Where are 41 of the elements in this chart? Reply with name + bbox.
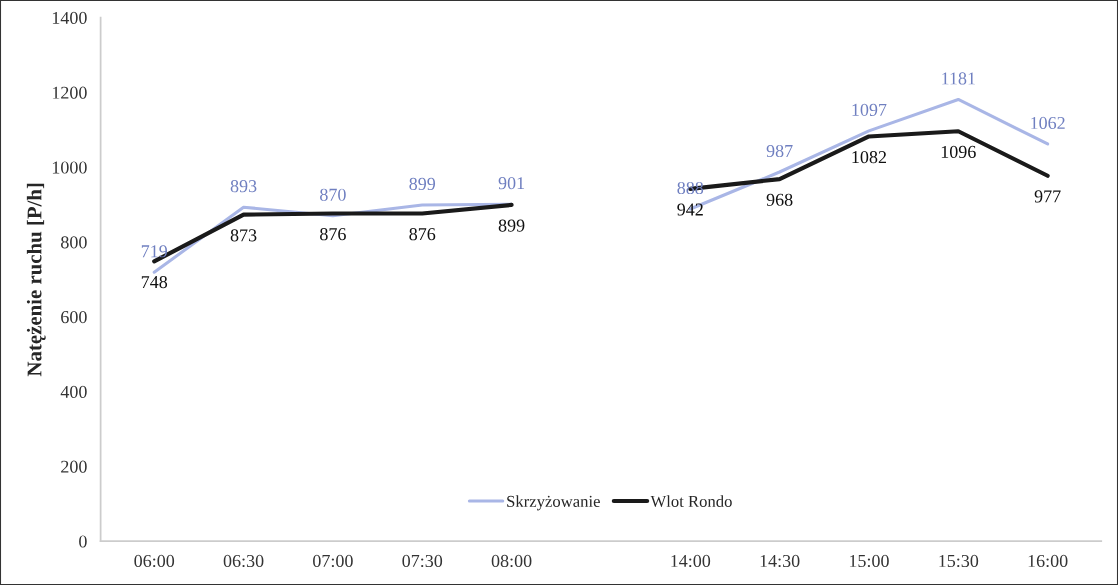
data-label: 1096 bbox=[941, 145, 976, 158]
data-label: 977 bbox=[1034, 190, 1061, 203]
data-label: 893 bbox=[230, 180, 257, 193]
x-tick-label: 07:00 bbox=[313, 554, 353, 568]
data-label: 1181 bbox=[942, 72, 975, 85]
x-tick-label: 07:30 bbox=[402, 554, 443, 568]
data-label: 899 bbox=[409, 177, 436, 190]
data-label: 888 bbox=[677, 181, 704, 195]
data-label: 987 bbox=[766, 144, 793, 158]
x-tick-label: 14:00 bbox=[671, 554, 711, 568]
x-tick-label: 15:00 bbox=[849, 554, 889, 568]
y-tick-label: 0 bbox=[79, 535, 87, 548]
x-tick-label: 15:30 bbox=[939, 554, 979, 568]
data-label: 968 bbox=[766, 193, 793, 206]
data-label: 1062 bbox=[1031, 116, 1065, 130]
y-tick-label: 800 bbox=[61, 236, 87, 249]
x-tick-label: 06:30 bbox=[223, 554, 264, 568]
x-tick-label: 14:30 bbox=[760, 554, 800, 568]
y-tick-label: 600 bbox=[61, 310, 87, 324]
data-label: 901 bbox=[498, 177, 525, 190]
data-label: 748 bbox=[141, 275, 168, 289]
legend-label: Wlot Rondo bbox=[650, 495, 732, 508]
data-label: 876 bbox=[320, 228, 346, 241]
y-tick-label: 1400 bbox=[52, 11, 87, 24]
data-label: 873 bbox=[230, 229, 257, 242]
data-label: 1097 bbox=[852, 103, 887, 116]
x-tick-label: 16:00 bbox=[1028, 554, 1068, 568]
data-label: 876 bbox=[409, 228, 436, 241]
data-label: 899 bbox=[498, 219, 525, 232]
data-label: 719 bbox=[141, 245, 168, 258]
y-tick-label: 1000 bbox=[52, 161, 87, 174]
y-tick-label: 400 bbox=[60, 385, 87, 398]
y-axis-title: Natężenie ruchu [P/h] bbox=[26, 183, 46, 377]
data-label: 942 bbox=[677, 203, 703, 216]
x-tick-label: 08:00 bbox=[491, 554, 532, 568]
x-tick-label: 06:00 bbox=[134, 554, 175, 568]
y-tick-label: 200 bbox=[61, 460, 87, 473]
data-label: 870 bbox=[320, 188, 346, 201]
y-tick-label: 1200 bbox=[52, 86, 87, 99]
data-label: 1082 bbox=[852, 151, 887, 164]
legend-label: Skrzyżowanie bbox=[507, 495, 600, 511]
